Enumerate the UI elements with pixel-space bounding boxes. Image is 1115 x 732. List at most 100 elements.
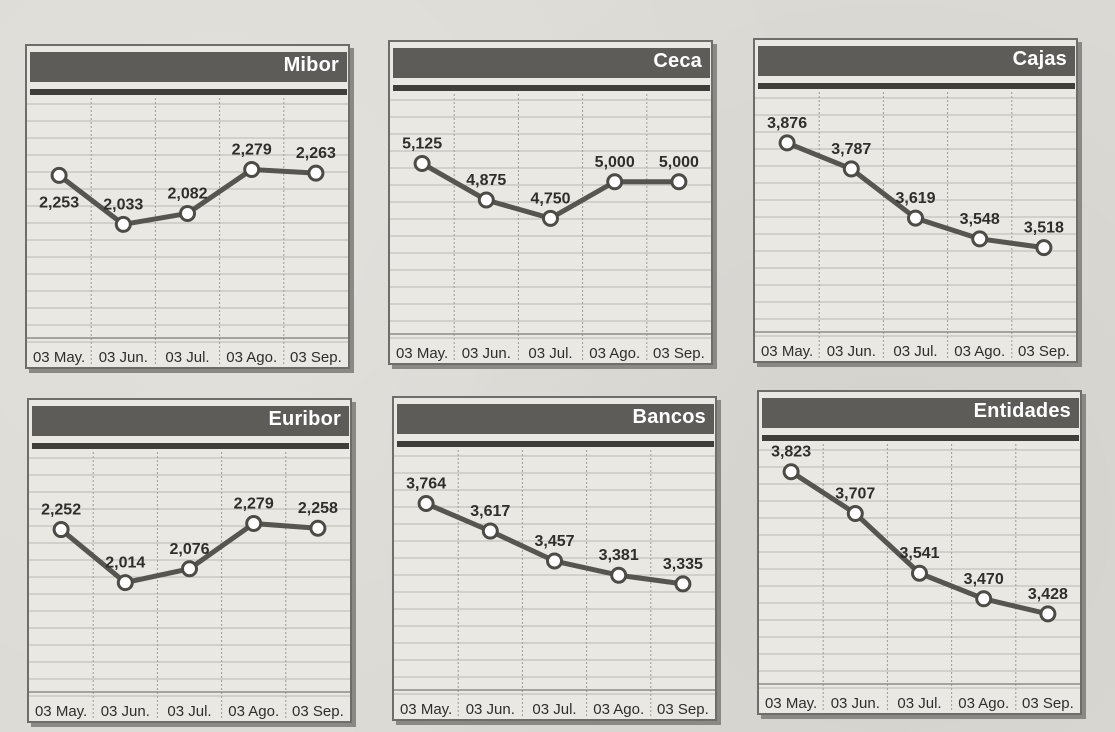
data-label: 3,518 xyxy=(1024,220,1064,237)
chart-title: Mibor xyxy=(283,54,339,76)
data-point xyxy=(413,154,431,172)
grid xyxy=(29,452,350,718)
data-point xyxy=(245,515,263,533)
x-tick-label: 03 Jun. xyxy=(466,701,515,718)
x-tick-label: 03 Sep. xyxy=(1022,695,1074,712)
chart-panel-cajas: Cajas 3,876 3,787 3,619 3,548 3,518 03 May. 03… xyxy=(753,38,1078,363)
data-label: 3,876 xyxy=(767,115,807,132)
data-point xyxy=(417,495,435,513)
chart-panel-euribor: Euribor 2,252 2,014 2,076 2,279 2,258 03 May.… xyxy=(27,398,352,723)
chart-title: Euribor xyxy=(268,408,341,430)
chart-title-bar: Mibor xyxy=(30,52,347,82)
grid xyxy=(390,94,711,360)
data-label: 5,000 xyxy=(659,154,699,171)
data-label: 2,252 xyxy=(41,502,81,519)
chart-panel-mibor: Mibor 2,253 2,033 2,082 2,279 2,263 03 May. 03… xyxy=(25,44,350,369)
data-point xyxy=(606,173,624,191)
data-point xyxy=(542,209,559,227)
data-point xyxy=(782,463,800,481)
data-label: 2,279 xyxy=(234,496,274,513)
chart-panel-entidades: Entidades 3,823 3,707 3,541 3,470 3,428 03 Ma… xyxy=(757,390,1082,715)
title-rule xyxy=(762,435,1079,441)
x-tick-label: 03 Jul. xyxy=(167,703,211,720)
grid xyxy=(759,444,1080,710)
data-point xyxy=(181,560,198,578)
x-tick-label: 03 Jun. xyxy=(827,343,876,360)
x-tick-label: 03 Ago. xyxy=(954,343,1005,360)
data-point xyxy=(477,191,495,209)
data-label: 2,076 xyxy=(169,541,209,558)
x-tick-label: 03 Jun. xyxy=(99,349,148,366)
x-tick-label: 03 Jun. xyxy=(831,695,880,712)
line-chart: 3,764 3,617 3,457 3,381 3,335 03 May. 03 Jun. 0… xyxy=(394,450,715,718)
data-point xyxy=(971,230,989,248)
data-point xyxy=(1039,605,1057,623)
x-tick-label: 03 May. xyxy=(35,703,87,720)
x-tick-label: 03 Jun. xyxy=(101,703,150,720)
data-point xyxy=(907,209,924,227)
data-label: 3,457 xyxy=(534,533,574,550)
title-rule xyxy=(32,443,349,449)
chart-panel-bancos: Bancos 3,764 3,617 3,457 3,381 3,335 03 May. 0… xyxy=(392,396,717,721)
data-point xyxy=(842,160,860,178)
data-label: 3,541 xyxy=(899,545,939,562)
chart-title-bar: Cajas xyxy=(758,46,1075,76)
x-tick-label: 03 May. xyxy=(396,345,448,362)
data-label: 3,619 xyxy=(895,190,935,207)
data-point xyxy=(116,574,134,592)
series-line xyxy=(788,469,1051,617)
data-label: 2,253 xyxy=(39,194,79,211)
data-point xyxy=(674,575,692,593)
x-tick-label: 03 Jun. xyxy=(462,345,511,362)
data-label: 3,381 xyxy=(599,547,639,564)
chart-panel-ceca: Ceca 5,125 4,875 4,750 5,000 5,000 03 May. 03 … xyxy=(388,40,713,365)
x-tick-label: 03 Jul. xyxy=(532,701,576,718)
grid xyxy=(27,98,348,364)
data-point xyxy=(307,164,325,182)
x-tick-label: 03 May. xyxy=(33,349,85,366)
chart-title: Bancos xyxy=(632,406,706,428)
title-rule xyxy=(393,85,710,91)
x-tick-label: 03 Ago. xyxy=(958,695,1009,712)
x-tick-label: 03 Jul. xyxy=(528,345,572,362)
x-tick-label: 03 Ago. xyxy=(589,345,640,362)
data-label: 3,787 xyxy=(831,141,871,158)
data-label: 3,335 xyxy=(663,556,703,573)
chart-title-bar: Bancos xyxy=(397,404,714,434)
data-point xyxy=(546,552,563,570)
data-label: 2,033 xyxy=(103,196,143,213)
data-label: 2,082 xyxy=(167,185,207,202)
chart-title-bar: Entidades xyxy=(762,398,1079,428)
data-label: 3,617 xyxy=(470,503,510,520)
x-tick-label: 03 Sep. xyxy=(657,701,709,718)
chart-title: Cajas xyxy=(1012,48,1067,70)
x-tick-label: 03 Ago. xyxy=(228,703,279,720)
x-tick-label: 03 Jul. xyxy=(897,695,941,712)
data-point xyxy=(1035,239,1053,257)
data-label: 3,548 xyxy=(960,211,1000,228)
chart-title: Entidades xyxy=(973,400,1071,422)
x-tick-label: 03 May. xyxy=(765,695,817,712)
x-tick-label: 03 Sep. xyxy=(292,703,344,720)
x-tick-label: 03 Jul. xyxy=(165,349,209,366)
x-tick-label: 03 Ago. xyxy=(226,349,277,366)
title-rule xyxy=(397,441,714,447)
data-point xyxy=(179,204,196,222)
title-rule xyxy=(758,83,1075,89)
data-label: 2,014 xyxy=(105,555,145,572)
data-point xyxy=(778,134,796,152)
data-label: 4,750 xyxy=(530,190,570,207)
data-point xyxy=(309,519,327,537)
line-chart: 5,125 4,875 4,750 5,000 5,000 03 May. 03 Jun. 0… xyxy=(390,94,711,362)
data-label: 3,823 xyxy=(771,444,811,461)
x-tick-label: 03 May. xyxy=(761,343,813,360)
data-label: 3,428 xyxy=(1028,586,1068,603)
x-tick-label: 03 Sep. xyxy=(1018,343,1070,360)
data-point xyxy=(52,521,70,539)
line-chart: 2,253 2,033 2,082 2,279 2,263 03 May. 03 Jun. 0… xyxy=(27,98,348,366)
x-tick-label: 03 May. xyxy=(400,701,452,718)
data-label: 3,707 xyxy=(835,485,875,502)
chart-title-bar: Ceca xyxy=(393,48,710,78)
x-tick-label: 03 Sep. xyxy=(290,349,342,366)
